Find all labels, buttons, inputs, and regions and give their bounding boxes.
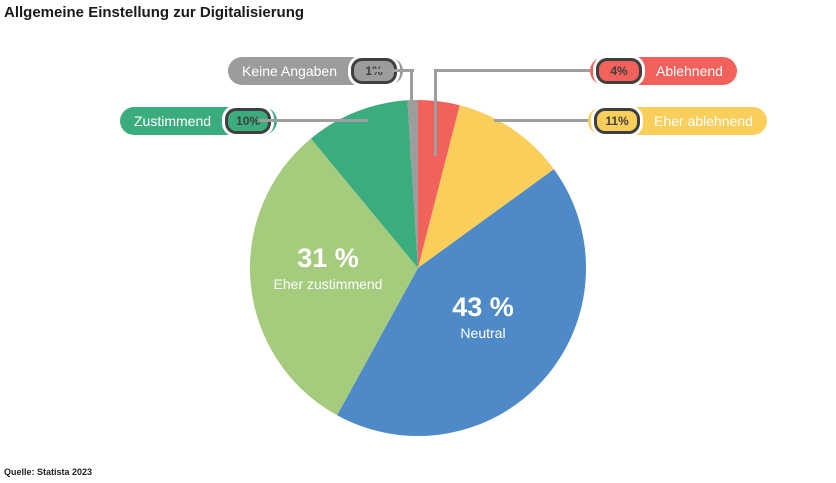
pie-slice-eher-ablehnend: [418, 105, 554, 269]
callout-label: Zustimmend: [134, 113, 212, 129]
source-note: Quelle: Statista 2023: [4, 467, 93, 477]
callout-label: Keine Angaben: [242, 63, 337, 79]
leader-line-keine-angaben: [372, 69, 414, 72]
pie-slice-neutral: [337, 169, 587, 437]
leader-line-ablehnend: [434, 69, 437, 156]
chart-title: Allgemeine Einstellung zur Digitalisieru…: [4, 4, 305, 21]
callout-label: Ablehnend: [656, 63, 723, 79]
slice-percent-eher-zustimmend: 31 %: [297, 242, 359, 273]
slice-percent-neutral: 43 %: [452, 291, 514, 322]
callout-zustimmend: Zustimmend 10%: [120, 107, 278, 135]
slice-label-eher-zustimmend: 31 % Eher zustimmend: [273, 242, 383, 292]
callout-eher-ablehnend: 11% Eher ablehnend: [588, 107, 767, 135]
leader-line-keine-angaben: [410, 69, 413, 159]
pie-slice-eher-zustimmend: [249, 138, 418, 416]
leader-line-zustimmend: [258, 119, 368, 122]
slice-name-eher-zustimmend: Eher zustimmend: [273, 275, 383, 292]
callout-label: Eher ablehnend: [654, 113, 753, 129]
pie-chart: [249, 99, 587, 437]
slice-label-neutral: 43 % Neutral: [452, 291, 514, 341]
slice-name-neutral: Neutral: [460, 324, 506, 341]
pie-slice-zustimmend: [310, 100, 418, 269]
pie-slice-ablehnend: [418, 99, 460, 268]
leader-line-eher-ablehnend: [494, 119, 588, 122]
callout-ablehnend: 4% Ablehnend: [590, 57, 737, 85]
callout-value: 4%: [596, 58, 642, 84]
leader-line-ablehnend: [437, 69, 590, 72]
callout-value: 11%: [594, 108, 640, 134]
